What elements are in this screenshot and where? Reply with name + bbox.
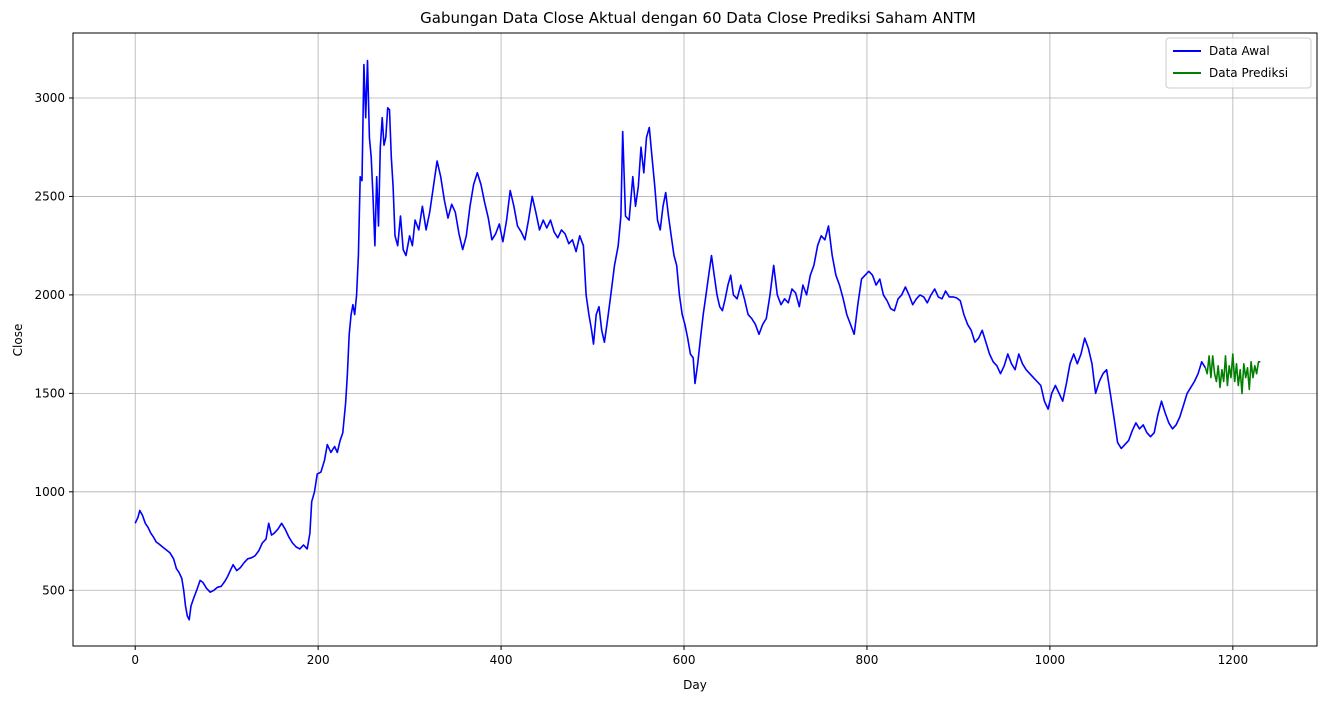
y-tick-label: 500: [42, 583, 65, 597]
y-tick-label: 2000: [34, 288, 65, 302]
plot-frame: [72, 32, 1318, 647]
series-line-data-prediksi: [1204, 353, 1261, 395]
chart-title: Gabungan Data Close Aktual dengan 60 Dat…: [420, 9, 976, 27]
series-lines: [134, 59, 1261, 621]
y-axis-ticks: 500 1000 1500 2000 2500 3000: [34, 91, 73, 597]
legend-label-data-awal: Data Awal: [1209, 44, 1270, 58]
y-tick-label: 3000: [34, 91, 65, 105]
x-tick-label: 1200: [1218, 653, 1249, 667]
x-tick-label: 400: [490, 653, 513, 667]
x-axis-ticks: 0 200 400 600 800 1000 1200: [131, 646, 1248, 667]
x-tick-label: 200: [307, 653, 330, 667]
y-axis-label: Close: [11, 324, 25, 357]
y-tick-label: 1500: [34, 386, 65, 400]
y-tick-label: 2500: [34, 189, 65, 203]
y-tick-label: 1000: [34, 485, 65, 499]
legend: Data Awal Data Prediksi: [1165, 37, 1312, 89]
series-line-data-awal: [134, 59, 1207, 621]
legend-label-data-prediksi: Data Prediksi: [1209, 66, 1288, 80]
x-tick-label: 800: [856, 653, 879, 667]
x-tick-label: 1000: [1035, 653, 1066, 667]
x-tick-label: 0: [131, 653, 139, 667]
legend-box: [1165, 37, 1312, 89]
x-axis-label: Day: [683, 678, 707, 692]
x-tick-label: 600: [673, 653, 696, 667]
grid-lines: [73, 33, 1317, 646]
